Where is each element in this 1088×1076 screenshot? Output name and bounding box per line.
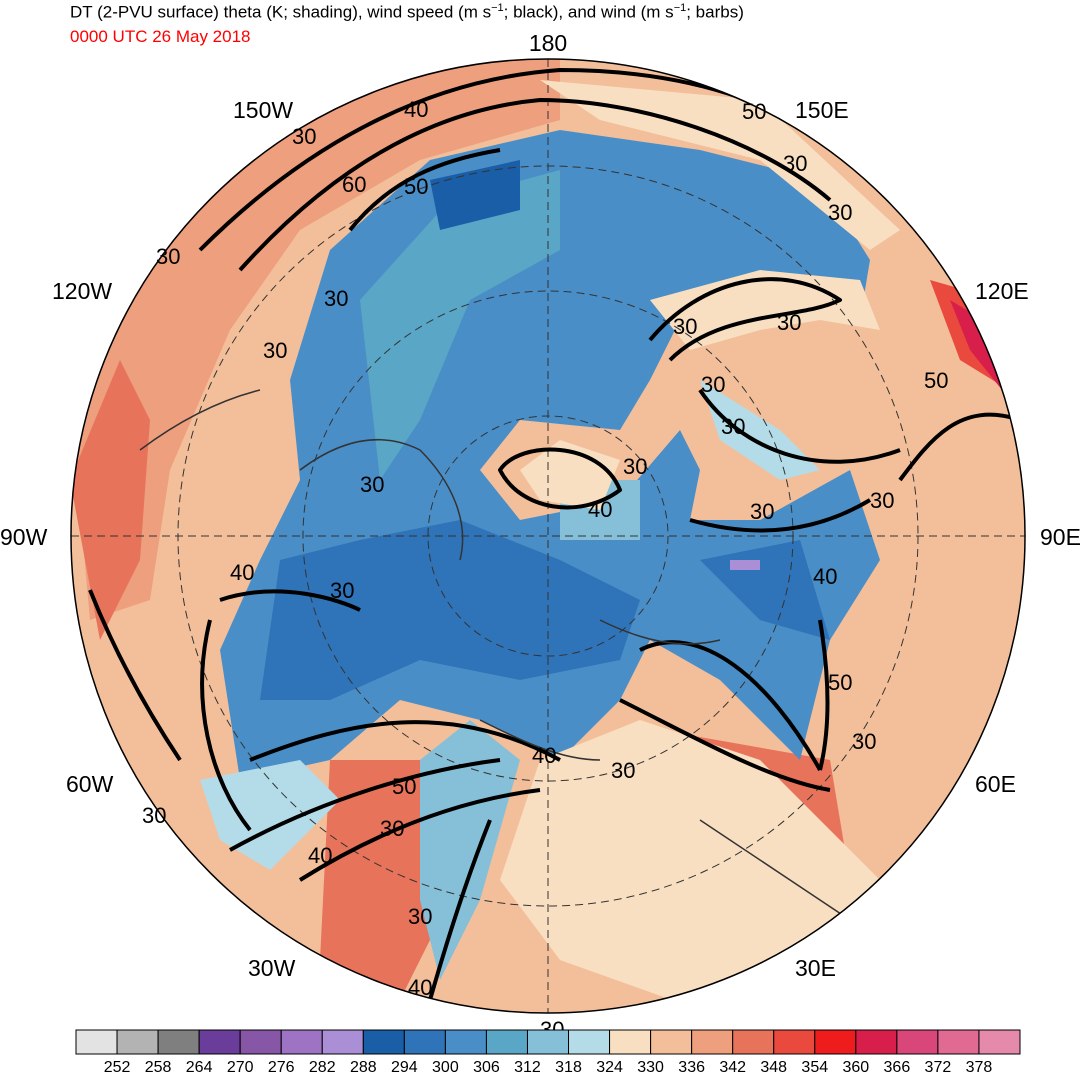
colorbar-swatch xyxy=(773,1029,816,1055)
contour-label: 50 xyxy=(828,670,852,695)
contour-label: 30 xyxy=(408,904,432,929)
contour-label: 30 xyxy=(673,314,697,339)
longitude-labels: 180 150E 120E 90E 60E 30E 30W 60W 90W 12… xyxy=(0,30,1081,981)
colorbar-swatch xyxy=(691,1029,734,1055)
contour-label: 30 xyxy=(852,729,876,754)
map-graticule xyxy=(71,59,1025,1013)
colorbar-label: 288 xyxy=(350,1059,377,1076)
contour-label: 50 xyxy=(742,99,766,124)
colorbar-label: 360 xyxy=(842,1059,869,1076)
contour-label: 50 xyxy=(924,368,948,393)
contour-label: 40 xyxy=(408,975,432,1000)
theta-shading xyxy=(71,59,1025,1013)
contour-labels: 40 50 30 60 50 30 30 30 30 30 30 30 30 3… xyxy=(142,97,948,1042)
contour-label: 30 xyxy=(324,286,348,311)
colorbar-label: 258 xyxy=(145,1059,172,1076)
colorbar-swatch xyxy=(896,1029,939,1055)
contour-label: 30 xyxy=(611,758,635,783)
theta-colorbar: 252 258 264 270 276 282 288 294 300 306 312 318 324 3… xyxy=(75,1029,1021,1076)
lon-label-60w: 60W xyxy=(66,771,114,797)
colorbar-label: 372 xyxy=(925,1059,952,1076)
colorbar-label: 270 xyxy=(227,1059,254,1076)
contour-label: 40 xyxy=(813,564,837,589)
lon-label-120e: 120E xyxy=(975,278,1029,304)
contour-label: 30 xyxy=(360,472,384,497)
colorbar-label: 306 xyxy=(473,1059,500,1076)
lon-label-90e: 90E xyxy=(1040,524,1081,550)
colorbar-swatch xyxy=(609,1029,652,1055)
colorbar-swatch xyxy=(814,1029,857,1055)
contour-label: 30 xyxy=(330,578,354,603)
colorbar-swatch xyxy=(157,1029,200,1055)
contour-label: 40 xyxy=(532,743,556,768)
colorbar-swatch xyxy=(239,1029,282,1055)
map-boundary xyxy=(70,58,1026,1014)
colorbar-swatch xyxy=(485,1029,528,1055)
colorbar-swatch xyxy=(732,1029,775,1055)
colorbar-label: 294 xyxy=(391,1059,418,1076)
contour-label: 30 xyxy=(870,488,894,513)
lon-label-90w: 90W xyxy=(0,524,48,550)
lon-label-120w: 120W xyxy=(52,278,112,304)
colorbar-swatch xyxy=(362,1029,405,1055)
colorbar-label: 366 xyxy=(884,1059,911,1076)
valid-time: 0000 UTC 26 May 2018 xyxy=(70,27,251,46)
lon-label-150w: 150W xyxy=(233,97,293,123)
contour-label: 60 xyxy=(342,172,366,197)
contour-label: 40 xyxy=(230,560,254,585)
contour-label: 50 xyxy=(392,774,416,799)
colorbar-swatch xyxy=(568,1029,611,1055)
contour-label: 30 xyxy=(292,124,316,149)
contour-label: 30 xyxy=(701,372,725,397)
lon-label-180: 180 xyxy=(529,30,567,56)
colorbar-swatch xyxy=(280,1029,323,1055)
colorbar-label: 336 xyxy=(678,1059,705,1076)
colorbar-label: 378 xyxy=(966,1059,993,1076)
figure-title: DT (2-PVU surface) theta (K; shading), w… xyxy=(70,2,744,22)
colorbar-label: 282 xyxy=(309,1059,336,1076)
colorbar-swatch xyxy=(650,1029,693,1055)
colorbar-label: 312 xyxy=(514,1059,541,1076)
contour-label: 40 xyxy=(588,497,612,522)
colorbar-label: 348 xyxy=(760,1059,787,1076)
colorbar-label: 300 xyxy=(432,1059,459,1076)
colorbar-swatch xyxy=(978,1029,1021,1055)
lon-label-30e: 30E xyxy=(795,955,836,981)
contour-label: 30 xyxy=(623,454,647,479)
colorbar-swatch xyxy=(321,1029,364,1055)
contour-label: 50 xyxy=(404,174,428,199)
contour-label: 30 xyxy=(156,244,180,269)
lon-label-150e: 150E xyxy=(795,97,849,123)
lon-label-60e: 60E xyxy=(975,771,1016,797)
contour-label: 30 xyxy=(142,803,166,828)
contour-label: 40 xyxy=(308,843,332,868)
colorbar-label: 342 xyxy=(719,1059,746,1076)
contour-label: 30 xyxy=(783,151,807,176)
colorbar-label: 324 xyxy=(596,1059,623,1076)
contour-label: 30 xyxy=(750,499,774,524)
colorbar-label: 354 xyxy=(801,1059,828,1076)
colorbar-label: 330 xyxy=(637,1059,664,1076)
lon-label-30w: 30W xyxy=(248,955,296,981)
contour-label: 30 xyxy=(721,414,745,439)
contour-label: 40 xyxy=(404,97,428,122)
contour-label: 30 xyxy=(777,310,801,335)
colorbar-label: 252 xyxy=(104,1059,131,1076)
colorbar-label: 318 xyxy=(555,1059,582,1076)
colorbar-swatch xyxy=(937,1029,980,1055)
contour-label: 30 xyxy=(380,816,404,841)
colorbar-label: 264 xyxy=(186,1059,213,1076)
contour-label: 30 xyxy=(828,200,852,225)
colorbar-swatch xyxy=(855,1029,898,1055)
colorbar-swatch xyxy=(444,1029,487,1055)
colorbar-swatch xyxy=(526,1029,570,1055)
colorbar-swatch xyxy=(75,1029,118,1055)
colorbar-label: 276 xyxy=(268,1059,295,1076)
colorbar-swatch xyxy=(403,1029,446,1055)
colorbar-swatch xyxy=(116,1029,159,1055)
colorbar-swatch xyxy=(198,1029,241,1055)
contour-label: 30 xyxy=(263,338,287,363)
